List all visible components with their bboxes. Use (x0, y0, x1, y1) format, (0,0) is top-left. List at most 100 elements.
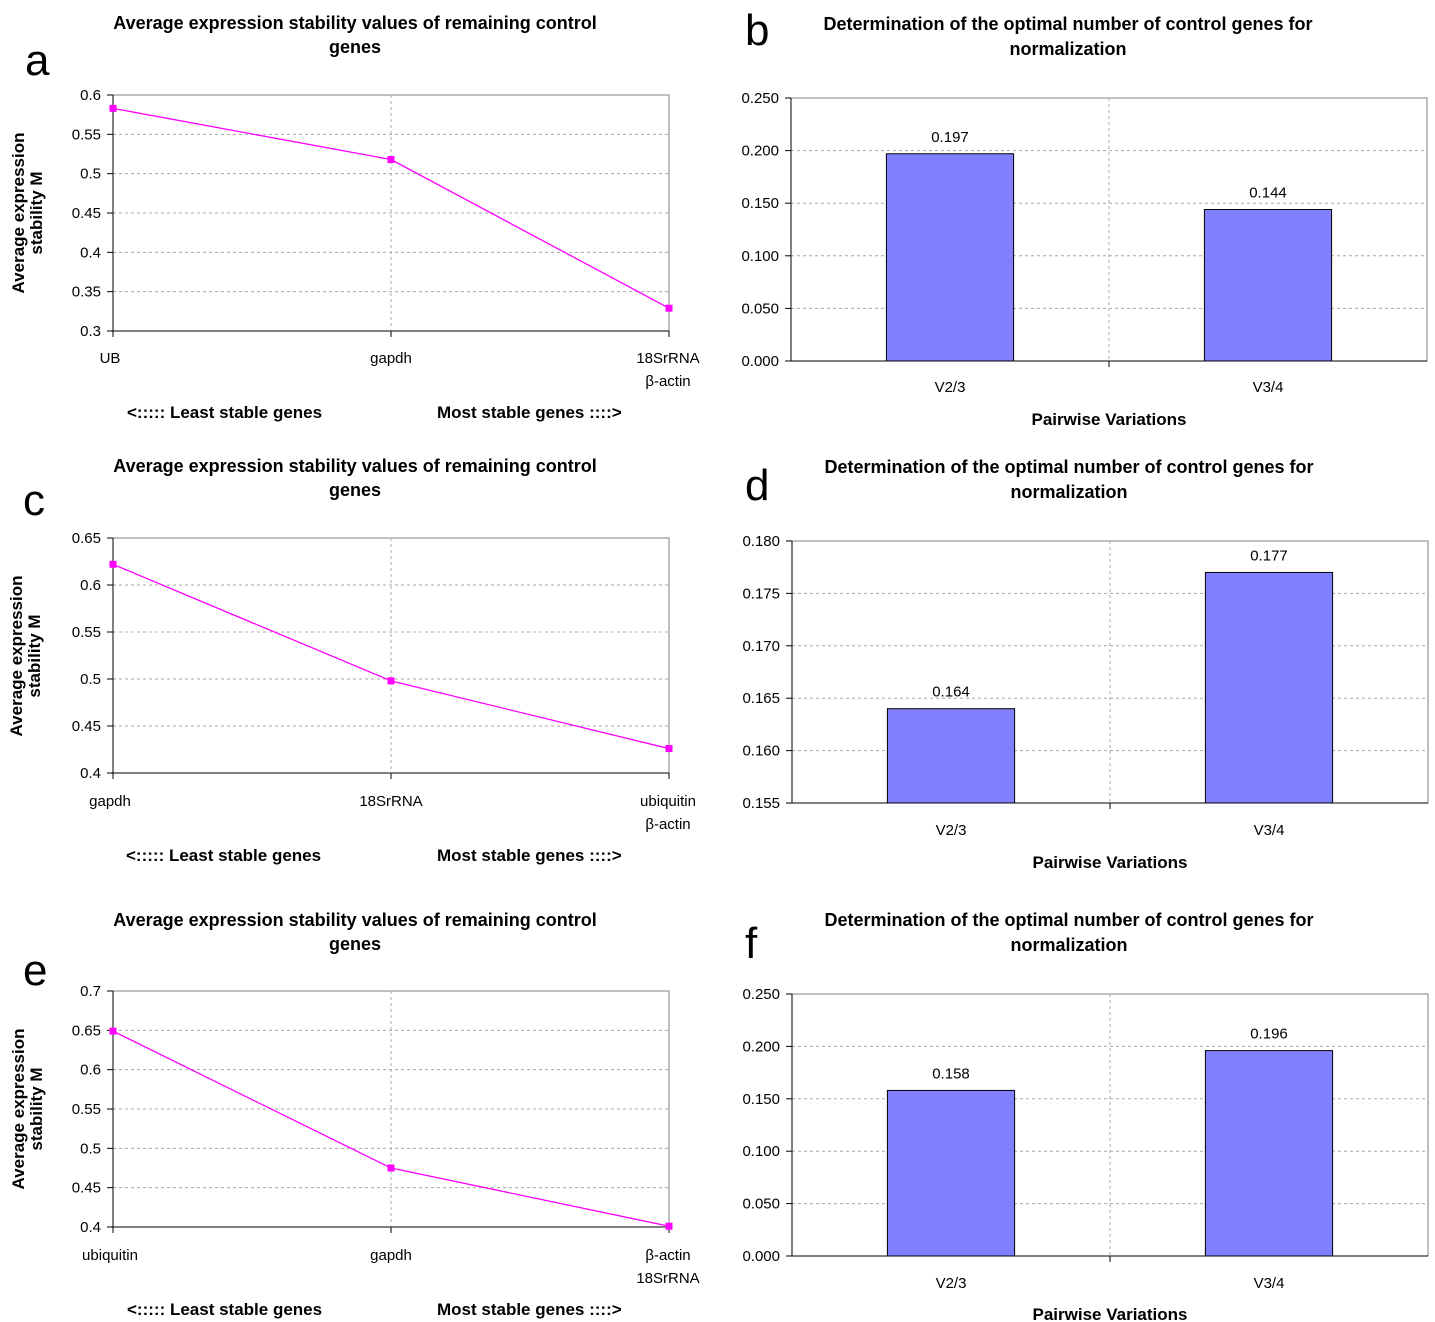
y-tick-label: 0.55 (72, 1101, 101, 1118)
bar-value-label: 0.164 (932, 684, 970, 701)
x-axis-label: Pairwise Variations (1033, 1305, 1188, 1322)
chart-title: Average expression stability values of r… (113, 910, 597, 930)
chart-title: Determination of the optimal number of c… (824, 457, 1313, 477)
chart-panel-b: b Determination of the optimal number of … (741, 6, 1428, 429)
chart-title: Determination of the optimal number of c… (824, 910, 1313, 930)
y-tick-label: 0.45 (72, 1180, 101, 1197)
y-tick-label: 0.5 (80, 1140, 101, 1157)
most-stable-note: Most stable genes ::::> (437, 1300, 622, 1319)
chart-title: Determination of the optimal number of c… (823, 14, 1312, 34)
chart-panel-f: f Determination of the optimal number of … (742, 910, 1429, 1322)
bar (885, 153, 1015, 362)
x-tick-label: V2/3 (936, 1275, 967, 1292)
x-tick-label: β-actin (645, 816, 690, 833)
bar (1204, 1050, 1334, 1257)
y-axis-label: stability M (27, 171, 46, 254)
y-tick-label: 0.4 (80, 244, 101, 261)
y-axis-label: stability M (25, 614, 44, 697)
most-stable-note: Most stable genes ::::> (437, 846, 622, 865)
y-tick-label: 0.175 (742, 585, 780, 602)
y-tick-label: 0.050 (741, 300, 779, 317)
y-tick-label: 0.6 (80, 87, 101, 104)
chart-title: genes (329, 480, 381, 500)
chart-title: normalization (1009, 39, 1126, 59)
y-tick-label: 0.55 (72, 624, 101, 641)
y-tick-label: 0.155 (742, 795, 780, 812)
bar-value-label: 0.197 (931, 129, 969, 146)
y-tick-label: 0.160 (742, 743, 780, 760)
x-tick-label: V2/3 (935, 379, 966, 396)
y-tick-label: 0.4 (80, 765, 101, 782)
chart-title: genes (329, 37, 381, 57)
data-point (665, 304, 673, 312)
y-tick-label: 0.150 (741, 195, 779, 212)
y-tick-label: 0.4 (80, 1219, 101, 1236)
bar (886, 1089, 1016, 1257)
chart-title: genes (329, 934, 381, 954)
y-tick-label: 0.35 (72, 284, 101, 301)
x-tick-label: UB (100, 350, 121, 367)
x-axis-label: Pairwise Variations (1032, 410, 1187, 429)
chart-panel-e: e Average expression stability values of … (9, 910, 700, 1319)
y-tick-label: 0.5 (80, 671, 101, 688)
y-axis-label: Average expression (9, 133, 28, 294)
x-axis-label: Pairwise Variations (1033, 853, 1188, 872)
panel-letter: a (25, 36, 50, 85)
chart-title: Average expression stability values of r… (113, 13, 597, 33)
least-stable-note: <::::: Least stable genes (127, 1300, 322, 1319)
y-tick-label: 0.100 (741, 248, 779, 265)
x-tick-label: V3/4 (1254, 822, 1285, 839)
bar-value-label: 0.144 (1249, 185, 1287, 202)
x-tick-label: V3/4 (1254, 1275, 1285, 1292)
x-tick-label: β-actin (645, 373, 690, 390)
y-tick-label: 0.200 (741, 143, 779, 160)
bar (1203, 209, 1333, 362)
y-tick-label: 0.250 (741, 90, 779, 107)
panel-letter: b (745, 6, 769, 55)
bar-value-label: 0.196 (1250, 1026, 1288, 1043)
chart-title: normalization (1010, 935, 1127, 955)
y-tick-label: 0.6 (80, 1062, 101, 1079)
chart-panel-c: c Average expression stability values of … (7, 456, 696, 865)
y-axis-label: stability M (27, 1067, 46, 1150)
x-tick-label: β-actin (645, 1247, 690, 1264)
data-point (665, 745, 673, 753)
x-tick-label: 18SrRNA (636, 350, 699, 367)
y-tick-label: 0.3 (80, 323, 101, 340)
bar (1204, 571, 1334, 804)
chart-panel-a: a Average expression stability values of … (9, 13, 700, 422)
y-axis-label: Average expression (9, 1029, 28, 1190)
panel-letter: f (745, 919, 758, 968)
panel-letter: d (745, 461, 769, 510)
data-point (387, 677, 395, 685)
chart-title: normalization (1010, 482, 1127, 502)
x-tick-label: 18SrRNA (359, 793, 422, 810)
panel-letter: e (23, 946, 47, 995)
least-stable-note: <::::: Least stable genes (127, 403, 322, 422)
least-stable-note: <::::: Least stable genes (126, 846, 321, 865)
y-tick-label: 0.45 (72, 718, 101, 735)
y-tick-label: 0.6 (80, 577, 101, 594)
x-tick-label: 18SrRNA (636, 1270, 699, 1287)
y-tick-label: 0.150 (742, 1091, 780, 1108)
y-tick-label: 0.65 (72, 1022, 101, 1039)
data-point (109, 560, 117, 568)
y-tick-label: 0.65 (72, 530, 101, 547)
y-tick-label: 0.050 (742, 1196, 780, 1213)
y-tick-label: 0.5 (80, 166, 101, 183)
y-tick-label: 0.100 (742, 1143, 780, 1160)
data-point (665, 1222, 673, 1230)
y-tick-label: 0.45 (72, 205, 101, 222)
panel-letter: c (23, 476, 45, 525)
x-tick-label: ubiquitin (82, 1247, 138, 1264)
data-point (387, 1164, 395, 1172)
bar-value-label: 0.158 (932, 1065, 970, 1082)
chart-title: Average expression stability values of r… (113, 456, 597, 476)
x-tick-label: ubiquitin (640, 793, 696, 810)
y-tick-label: 0.000 (742, 1248, 780, 1265)
y-tick-label: 0.165 (742, 690, 780, 707)
y-tick-label: 0.000 (741, 353, 779, 370)
x-tick-label: gapdh (89, 793, 131, 810)
bar (886, 708, 1016, 804)
y-tick-label: 0.55 (72, 126, 101, 143)
